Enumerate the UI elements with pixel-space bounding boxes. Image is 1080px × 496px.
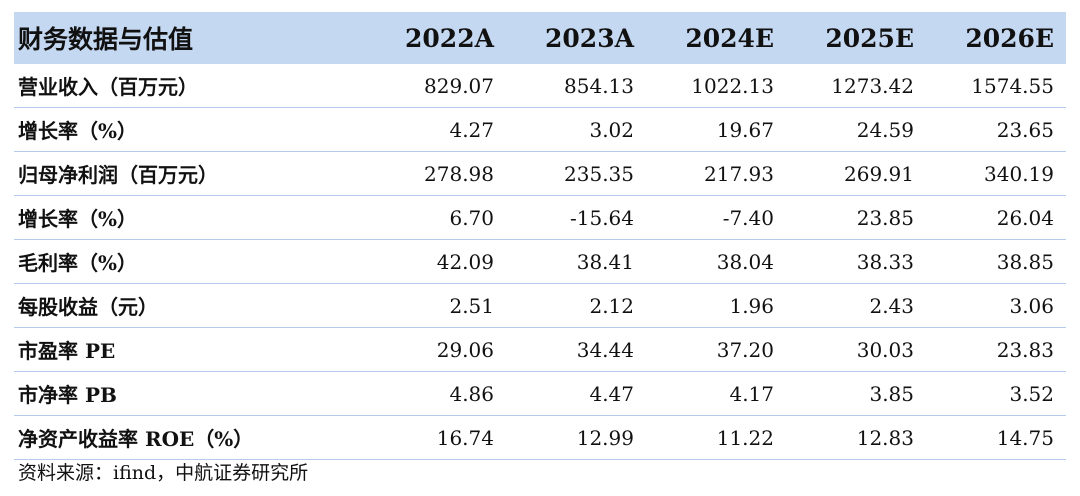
table-cell: 11.22: [716, 425, 774, 450]
table-cell: 1574.55: [971, 73, 1054, 98]
table-cell: 3.02: [589, 117, 634, 142]
table-cell: 3.52: [1009, 381, 1054, 406]
year-header: 2022A: [405, 23, 494, 53]
year-header: 2023A: [545, 23, 634, 53]
table-cell: 24.59: [856, 117, 914, 142]
table-cell: 23.83: [996, 337, 1054, 362]
table-title: 财务数据与估值: [18, 25, 194, 54]
table-cell: 6.70: [449, 205, 494, 230]
table-cell: 3.06: [1009, 293, 1054, 318]
row-label: 增长率（%）: [18, 207, 138, 231]
table-cell: 4.86: [449, 381, 494, 406]
year-header: 2025E: [825, 23, 914, 53]
table-cell: 4.27: [449, 117, 494, 142]
row-label: 市盈率 PE: [18, 339, 116, 363]
table-cell: 38.85: [996, 249, 1054, 274]
table-cell: 1.96: [729, 293, 774, 318]
table-cell: -15.64: [569, 205, 634, 230]
table-row: 每股收益（元） 2.51 2.12 1.96 2.43 3.06: [14, 284, 1066, 328]
table-row: 增长率（%） 6.70 -15.64 -7.40 23.85 26.04: [14, 196, 1066, 240]
table-cell: 854.13: [564, 73, 634, 98]
year-header: 2026E: [965, 23, 1054, 53]
table-cell: 4.47: [589, 381, 634, 406]
table-header-row: 财务数据与估值 2022A 2023A 2024E 2025E 2026E: [14, 12, 1066, 64]
year-header: 2024E: [685, 23, 774, 53]
table-cell: 30.03: [856, 337, 914, 362]
table-row: 归母净利润（百万元） 278.98 235.35 217.93 269.91 3…: [14, 152, 1066, 196]
table-cell: 26.04: [996, 205, 1054, 230]
table-cell: 14.75: [996, 425, 1054, 450]
table-cell: 16.74: [436, 425, 494, 450]
row-label: 市净率 PB: [18, 383, 117, 407]
table-row: 净资产收益率 ROE（%） 16.74 12.99 11.22 12.83 14…: [14, 416, 1066, 460]
table-cell: 2.43: [869, 293, 914, 318]
row-label: 营业收入（百万元）: [18, 75, 198, 99]
row-label: 每股收益（元）: [18, 295, 158, 319]
table-row: 增长率（%） 4.27 3.02 19.67 24.59 23.65: [14, 108, 1066, 152]
table-cell: 340.19: [984, 161, 1054, 186]
table-cell: 23.65: [996, 117, 1054, 142]
source-note: 资料来源：ifind，中航证券研究所: [18, 462, 309, 484]
row-label: 增长率（%）: [18, 119, 138, 143]
table-cell: 12.99: [576, 425, 634, 450]
table-cell: 278.98: [424, 161, 494, 186]
table-cell: 29.06: [436, 337, 494, 362]
table-cell: 217.93: [704, 161, 774, 186]
table-cell: 38.41: [576, 249, 634, 274]
table-cell: 38.33: [856, 249, 914, 274]
table-cell: 19.67: [716, 117, 774, 142]
table-cell: 235.35: [564, 161, 634, 186]
table-cell: 42.09: [436, 249, 494, 274]
table-cell: 1022.13: [691, 73, 774, 98]
table-cell: 38.04: [716, 249, 774, 274]
table-cell: -7.40: [722, 205, 774, 230]
row-label: 净资产收益率 ROE（%）: [18, 427, 254, 451]
financial-table: 财务数据与估值 2022A 2023A 2024E 2025E 2026E 营业…: [14, 12, 1066, 460]
table-row: 市净率 PB 4.86 4.47 4.17 3.85 3.52: [14, 372, 1066, 416]
table-cell: 4.17: [729, 381, 774, 406]
table-cell: 12.83: [856, 425, 914, 450]
table-row: 市盈率 PE 29.06 34.44 37.20 30.03 23.83: [14, 328, 1066, 372]
table-cell: 1273.42: [831, 73, 914, 98]
table-cell: 23.85: [856, 205, 914, 230]
table-cell: 829.07: [424, 73, 494, 98]
table-cell: 34.44: [576, 337, 634, 362]
row-label: 归母净利润（百万元）: [18, 163, 218, 187]
table-row: 营业收入（百万元） 829.07 854.13 1022.13 1273.42 …: [14, 64, 1066, 108]
table-cell: 269.91: [844, 161, 914, 186]
table-cell: 37.20: [716, 337, 774, 362]
table-cell: 2.51: [449, 293, 494, 318]
table-cell: 2.12: [589, 293, 634, 318]
row-label: 毛利率（%）: [18, 251, 138, 275]
table-cell: 3.85: [869, 381, 914, 406]
table-row: 毛利率（%） 42.09 38.41 38.04 38.33 38.85: [14, 240, 1066, 284]
